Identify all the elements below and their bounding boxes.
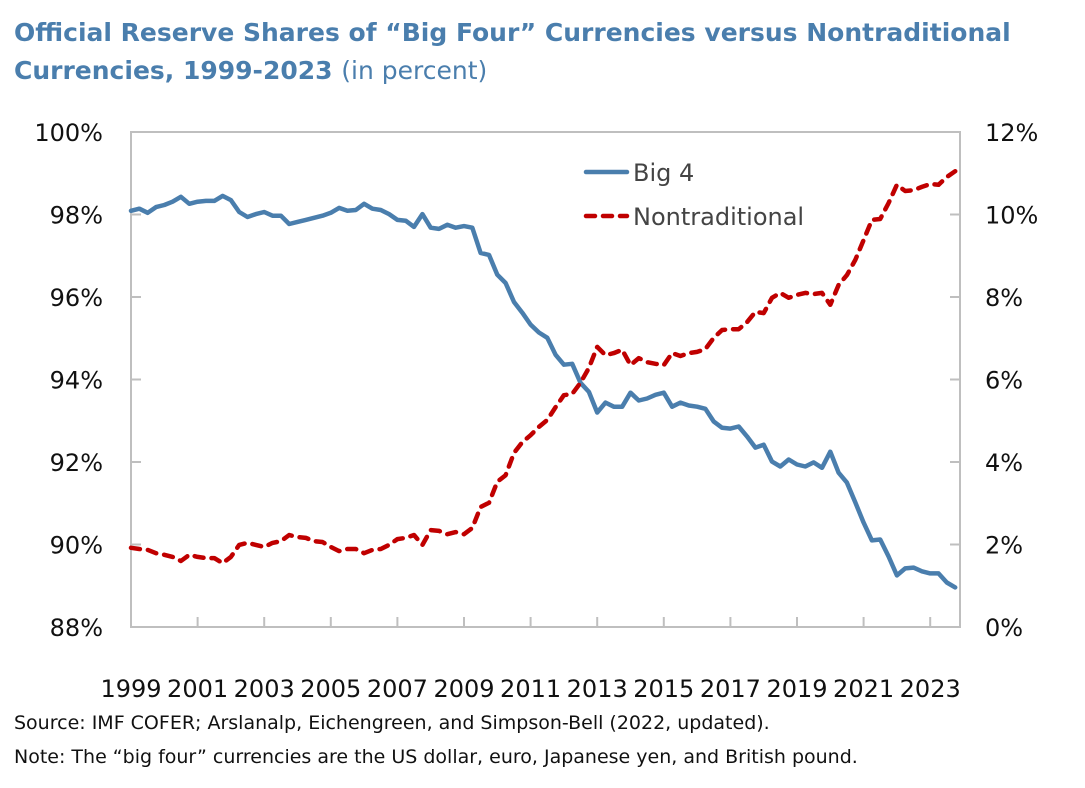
left-axis-tick-label: 92% — [50, 449, 103, 477]
right-axis-tick-label: 4% — [985, 449, 1023, 477]
right-axis-tick-label: 2% — [985, 532, 1023, 560]
legend-label: Nontraditional — [633, 203, 804, 231]
right-axis-tick-label: 12% — [985, 119, 1038, 147]
x-axis-tick-label: 2023 — [900, 675, 961, 703]
right-axis-tick-label: 8% — [985, 284, 1023, 312]
x-axis-tick-label: 2005 — [300, 675, 361, 703]
chart-title: Official Reserve Shares of “Big Four” Cu… — [14, 14, 1074, 90]
chart-title-main: Official Reserve Shares of “Big Four” Cu… — [14, 18, 1011, 85]
x-axis-tick-label: 2009 — [433, 675, 494, 703]
x-axis-tick-label: 2017 — [700, 675, 761, 703]
x-axis-tick-label: 2013 — [567, 675, 628, 703]
footnote: Note: The “big four” currencies are the … — [14, 746, 858, 768]
left-axis-tick-label: 96% — [50, 284, 103, 312]
source-note: Source: IMF COFER; Arslanalp, Eichengree… — [14, 712, 770, 734]
left-axis-tick-label: 100% — [34, 119, 103, 147]
x-axis-tick-label: 1999 — [100, 675, 161, 703]
right-axis-tick-label: 0% — [985, 614, 1023, 642]
x-axis-tick-label: 2001 — [167, 675, 228, 703]
chart-title-unit: (in percent) — [341, 56, 488, 85]
left-axis-tick-label: 94% — [50, 367, 103, 395]
right-axis-tick-label: 6% — [985, 367, 1023, 395]
x-axis-tick-label: 2003 — [234, 675, 295, 703]
x-axis-tick-label: 2019 — [766, 675, 827, 703]
series-line-big-4 — [128, 193, 958, 590]
x-axis-tick-label: 2015 — [633, 675, 694, 703]
series-line-nontraditional — [128, 168, 958, 566]
x-axis-tick-label: 2007 — [367, 675, 428, 703]
right-axis-tick-label: 10% — [985, 202, 1038, 230]
left-axis-tick-label: 90% — [50, 532, 103, 560]
legend-label: Big 4 — [633, 159, 694, 187]
left-axis-tick-label: 88% — [50, 614, 103, 642]
plot-area-frame — [130, 131, 961, 628]
left-axis-tick-label: 98% — [50, 202, 103, 230]
x-axis-tick-label: 2021 — [833, 675, 894, 703]
x-axis-tick-label: 2011 — [500, 675, 561, 703]
